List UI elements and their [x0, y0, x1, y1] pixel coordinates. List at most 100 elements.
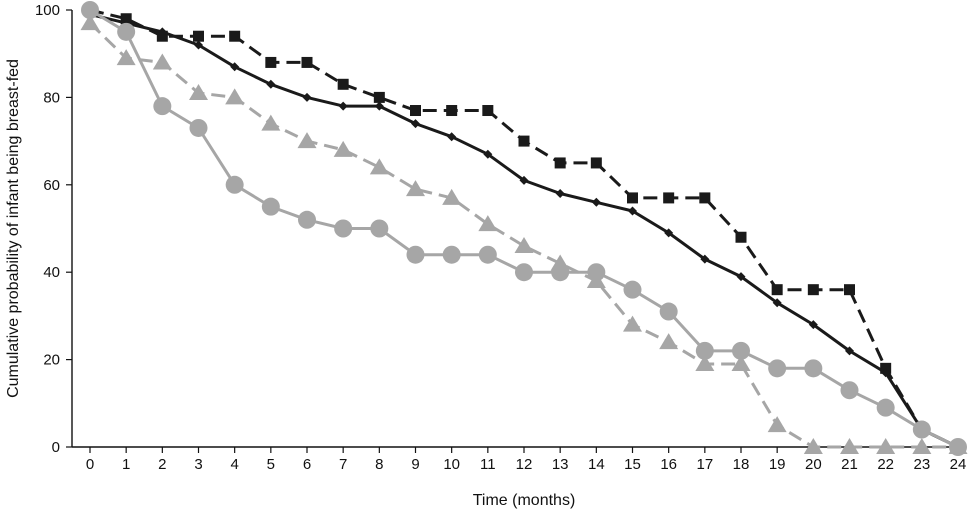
data-point-circle — [551, 263, 570, 282]
data-point-small-diamond — [664, 228, 674, 238]
x-tick-label: 6 — [303, 456, 311, 473]
data-point-square — [482, 105, 494, 117]
x-tick-label: 7 — [339, 456, 347, 473]
data-point-triangle — [478, 215, 498, 232]
series-layer — [80, 1, 968, 456]
x-tick-label: 21 — [841, 456, 858, 473]
data-point-small-diamond — [628, 206, 637, 216]
y-tick-label: 20 — [43, 352, 60, 369]
data-point-circle — [261, 197, 280, 216]
data-point-small-diamond — [194, 40, 203, 50]
data-point-triangle — [297, 132, 317, 149]
data-point-square — [627, 192, 638, 204]
data-point-small-diamond — [736, 272, 746, 282]
y-tick-label: 100 — [35, 2, 60, 19]
data-point-triangle — [333, 140, 353, 157]
x-tick-label: 15 — [624, 456, 641, 473]
data-point-square — [193, 30, 204, 42]
x-tick-label: 22 — [877, 456, 894, 473]
series-line-triangle — [88, 22, 958, 449]
data-point-square — [301, 56, 313, 68]
data-point-circle — [515, 263, 533, 282]
series-triangle — [80, 14, 968, 454]
data-point-small-diamond — [591, 197, 601, 207]
data-point-square — [446, 105, 458, 117]
data-point-square — [663, 192, 675, 204]
x-tick-label: 23 — [913, 456, 930, 473]
x-tick-label: 4 — [230, 456, 238, 473]
data-point-circle — [912, 420, 931, 439]
x-tick-label: 24 — [950, 456, 967, 473]
data-point-circle — [768, 359, 787, 378]
data-point-circle — [804, 359, 823, 378]
data-point-triangle — [225, 88, 245, 105]
x-tick-label: 18 — [733, 456, 750, 473]
data-point-triangle — [116, 49, 136, 66]
data-point-circle — [117, 22, 136, 41]
data-point-circle — [840, 381, 859, 400]
data-point-circle — [949, 438, 967, 456]
data-point-circle — [189, 118, 208, 137]
x-tick-label: 2 — [158, 456, 166, 473]
x-tick-label: 19 — [769, 456, 786, 473]
data-point-circle — [442, 245, 461, 264]
data-point-triangle — [80, 14, 100, 31]
data-point-small-diamond — [374, 101, 384, 111]
data-point-circle — [587, 263, 606, 282]
data-point-circle — [478, 245, 497, 264]
data-point-square — [771, 284, 783, 296]
y-tick-label: 40 — [43, 264, 60, 281]
data-point-triangle — [369, 158, 389, 175]
data-point-square — [265, 56, 277, 68]
data-point-triangle — [767, 416, 787, 433]
x-tick-label: 1 — [122, 456, 130, 473]
data-point-triangle — [406, 180, 425, 197]
x-tick-label: 14 — [588, 456, 605, 473]
data-point-square — [410, 105, 421, 117]
data-point-circle — [732, 341, 750, 360]
y-axis-title: Cumulative probability of infant being b… — [5, 59, 22, 398]
data-point-triangle — [876, 438, 896, 454]
data-point-square — [735, 231, 747, 243]
data-point-triangle — [442, 188, 462, 205]
data-point-square — [844, 284, 855, 296]
data-point-triangle — [261, 114, 281, 131]
x-tick-label: 3 — [194, 456, 202, 473]
data-point-small-diamond — [881, 368, 891, 378]
y-tick-label: 0 — [52, 439, 60, 456]
x-tick-label: 5 — [267, 456, 275, 473]
data-point-small-diamond — [302, 92, 312, 102]
data-point-small-diamond — [483, 149, 493, 159]
data-point-circle — [370, 219, 389, 238]
data-point-circle — [153, 97, 172, 116]
data-point-circle — [298, 210, 316, 229]
x-tick-label: 11 — [480, 456, 496, 473]
x-tick-label: 16 — [660, 456, 677, 473]
data-point-square — [337, 78, 349, 90]
data-point-circle — [695, 341, 714, 360]
series-circle — [81, 1, 967, 456]
data-point-triangle — [803, 438, 823, 454]
data-point-small-diamond — [808, 320, 818, 330]
data-point-triangle — [659, 333, 679, 350]
data-point-triangle — [514, 236, 534, 253]
x-tick-label: 0 — [86, 456, 94, 473]
data-point-triangle — [152, 53, 172, 70]
data-point-small-diamond — [555, 189, 565, 199]
data-point-triangle — [695, 354, 715, 371]
data-point-circle — [623, 280, 642, 299]
data-point-triangle — [912, 438, 932, 454]
data-point-circle — [81, 1, 99, 19]
data-point-circle — [334, 219, 353, 238]
series-small-diamond — [85, 9, 963, 452]
data-point-square — [699, 192, 711, 204]
data-point-small-diamond — [266, 79, 276, 89]
x-tick-label: 17 — [696, 456, 713, 473]
data-point-small-diamond — [700, 254, 710, 264]
data-point-circle — [659, 302, 678, 321]
data-point-square — [554, 157, 566, 169]
data-point-circle — [225, 175, 244, 194]
data-point-small-diamond — [157, 27, 167, 37]
